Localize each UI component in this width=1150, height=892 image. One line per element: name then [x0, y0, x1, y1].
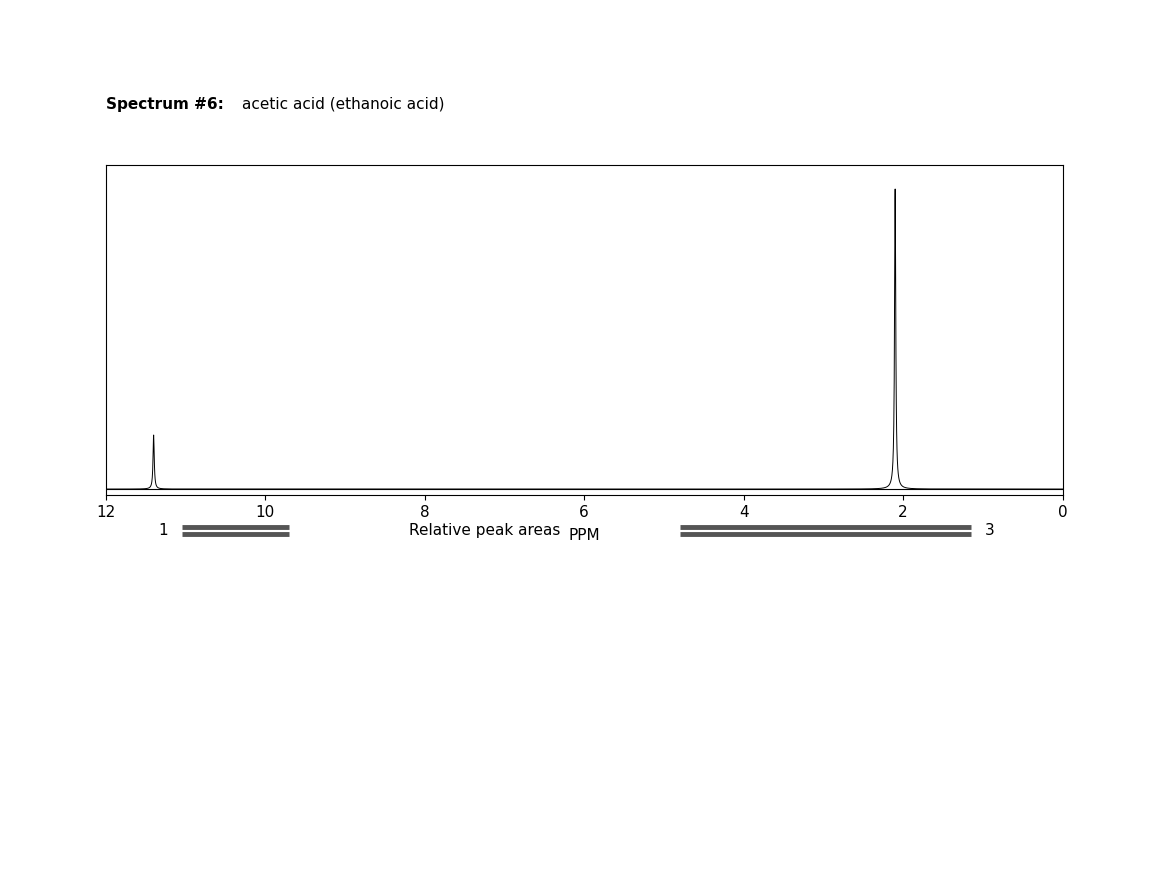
X-axis label: PPM: PPM	[568, 528, 600, 543]
Text: Relative peak areas: Relative peak areas	[409, 524, 560, 538]
Text: acetic acid (ethanoic acid): acetic acid (ethanoic acid)	[242, 96, 444, 112]
Text: 1: 1	[158, 524, 168, 538]
Text: Spectrum #6:: Spectrum #6:	[106, 96, 223, 112]
Text: 3: 3	[984, 524, 995, 538]
